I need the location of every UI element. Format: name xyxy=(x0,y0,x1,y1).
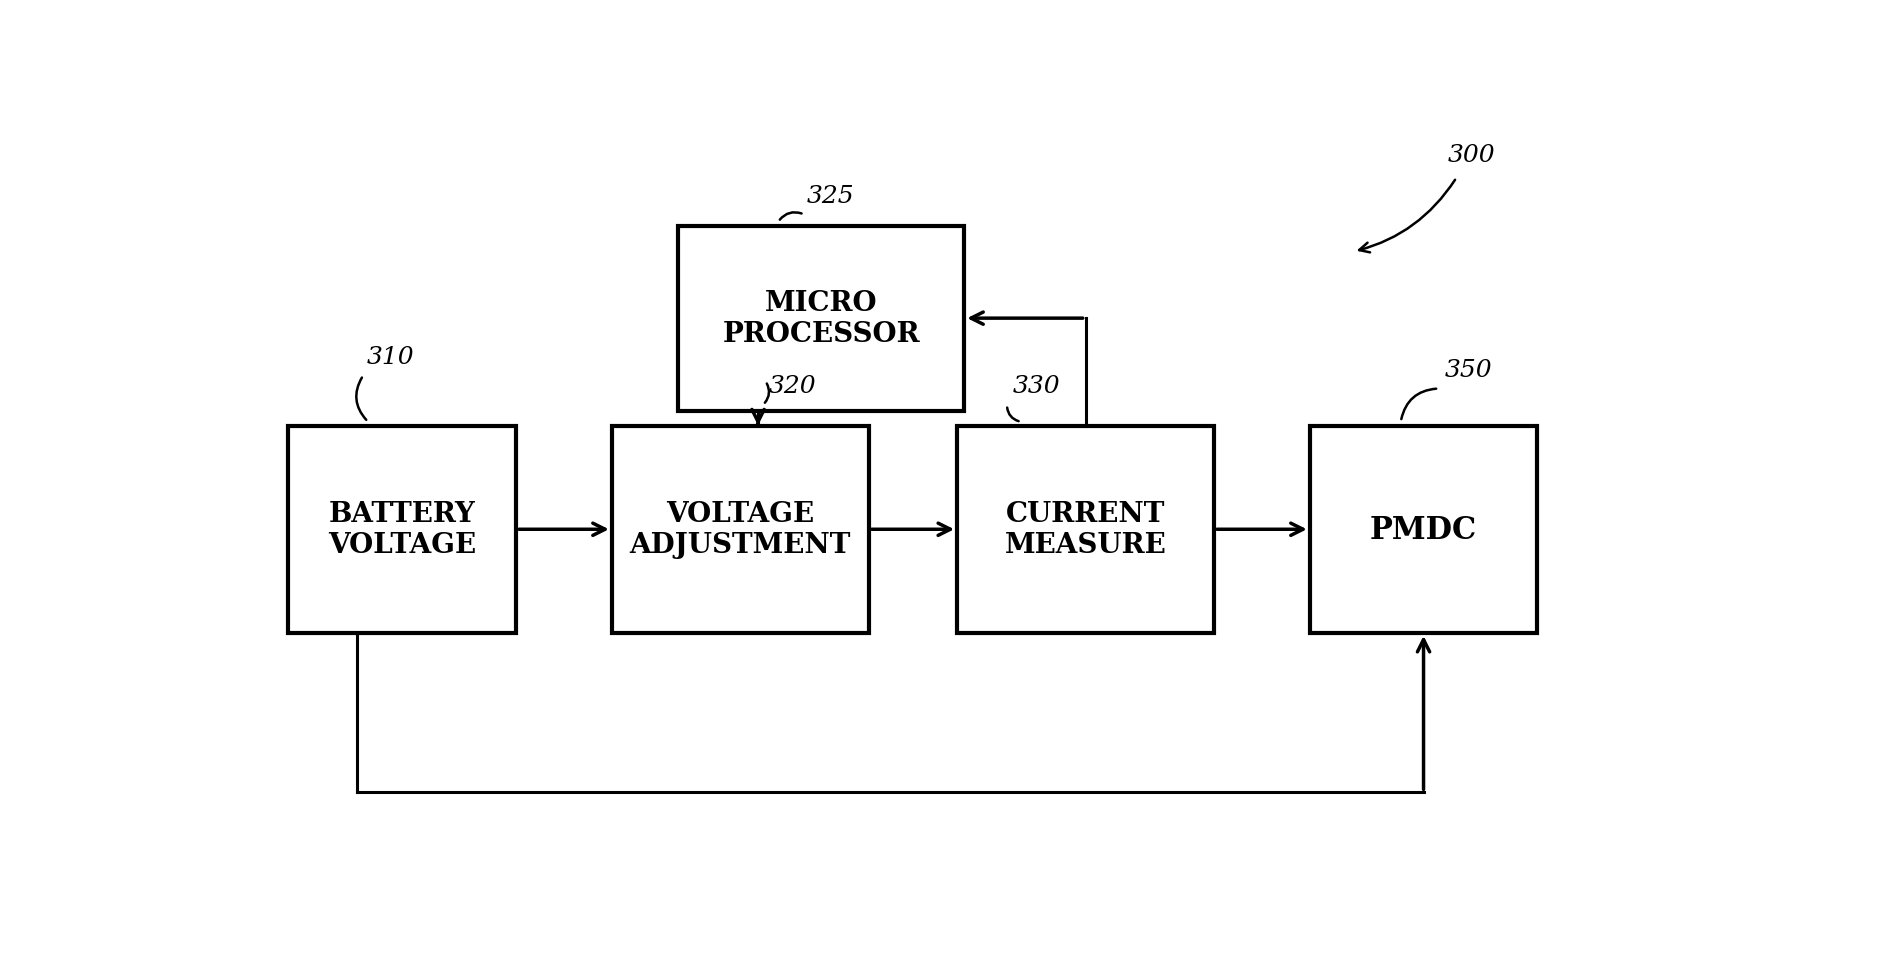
Text: 310: 310 xyxy=(366,345,413,368)
Bar xyxy=(957,426,1213,633)
Bar xyxy=(612,426,868,633)
Text: PMDC: PMDC xyxy=(1371,514,1477,545)
Text: 325: 325 xyxy=(808,185,855,208)
Bar xyxy=(677,226,965,411)
Text: 350: 350 xyxy=(1445,358,1492,382)
Text: CURRENT
MEASURE: CURRENT MEASURE xyxy=(1005,501,1166,558)
Text: VOLTAGE
ADJUSTMENT: VOLTAGE ADJUSTMENT xyxy=(629,501,851,558)
Text: 320: 320 xyxy=(770,375,817,398)
Text: MICRO
PROCESSOR: MICRO PROCESSOR xyxy=(722,290,920,348)
Bar xyxy=(288,426,516,633)
Bar xyxy=(1310,426,1538,633)
Text: 300: 300 xyxy=(1447,144,1496,167)
Text: 330: 330 xyxy=(1012,375,1060,398)
Text: BATTERY
VOLTAGE: BATTERY VOLTAGE xyxy=(328,501,476,558)
